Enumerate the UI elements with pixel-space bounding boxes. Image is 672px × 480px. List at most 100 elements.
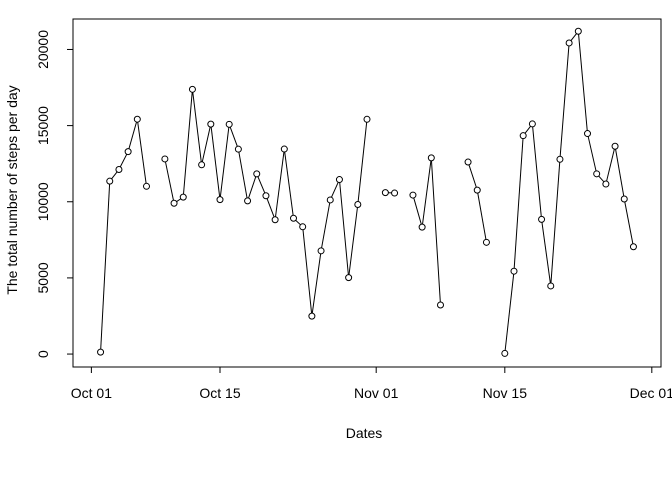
data-point <box>602 180 610 188</box>
series-segment <box>302 226 313 317</box>
data-point <box>418 223 426 231</box>
y-tick-label: 10000 <box>35 182 51 221</box>
series-segment <box>219 124 230 200</box>
data-point <box>244 197 252 205</box>
data-point <box>271 216 279 224</box>
data-point <box>556 155 564 163</box>
data-point <box>216 196 224 204</box>
data-point <box>482 238 490 246</box>
data-point <box>345 274 353 282</box>
series-segment <box>541 219 552 287</box>
data-point <box>97 348 105 356</box>
data-point <box>253 170 261 178</box>
data-point <box>106 177 114 185</box>
x-tick-label: Oct 01 <box>71 385 112 401</box>
data-point <box>464 158 472 166</box>
series-segment <box>531 123 543 220</box>
data-point <box>354 201 362 209</box>
series-segment <box>210 124 221 200</box>
series-segment <box>421 157 432 228</box>
y-tick-label: 5000 <box>35 262 51 293</box>
data-point <box>584 130 591 138</box>
data-point <box>528 120 536 128</box>
data-point <box>593 170 601 178</box>
data-point <box>299 223 307 231</box>
data-point <box>409 191 417 199</box>
series-segment <box>127 119 138 152</box>
data-point <box>207 120 215 128</box>
series-segment <box>357 119 368 205</box>
series-segment <box>412 194 423 228</box>
series-segment <box>559 42 570 160</box>
data-point <box>290 214 297 222</box>
data-point <box>473 186 481 194</box>
data-point <box>510 267 518 275</box>
series-segment <box>476 190 487 243</box>
series-segment <box>320 199 331 251</box>
data-point <box>547 282 555 290</box>
x-tick-label: Oct 15 <box>199 385 240 401</box>
data-point <box>381 189 389 197</box>
x-axis-label: Dates <box>346 425 383 441</box>
data-point <box>574 27 582 35</box>
data-point <box>179 193 187 201</box>
data-point <box>170 199 178 207</box>
series-segment <box>311 250 322 317</box>
series-segment <box>430 157 441 306</box>
series-segment <box>191 89 203 165</box>
y-tick-label: 15000 <box>35 106 51 145</box>
data-point <box>629 243 637 251</box>
data-point <box>335 176 343 184</box>
x-tick-label: Nov 15 <box>483 385 528 401</box>
data-point <box>363 115 371 123</box>
series-segment <box>504 271 515 354</box>
data-point <box>538 215 546 223</box>
data-point <box>124 148 132 156</box>
x-tick-label: Dec 01 <box>630 385 672 401</box>
series-segment <box>577 31 588 134</box>
data-point <box>391 189 399 197</box>
series-segment <box>201 124 212 165</box>
data-point <box>161 155 169 163</box>
x-tick-label: Nov 01 <box>354 385 399 401</box>
data-point <box>611 142 619 150</box>
data-point <box>198 161 206 169</box>
series-segment <box>467 161 478 191</box>
series-layer <box>97 27 637 357</box>
series-segment <box>550 159 561 286</box>
series-segment <box>256 173 267 196</box>
data-point <box>501 349 509 357</box>
series-segment <box>329 179 340 201</box>
data-point <box>234 145 242 153</box>
data-point <box>565 39 573 47</box>
series-segment <box>587 133 598 174</box>
data-point <box>326 196 334 204</box>
series-segment <box>348 204 359 278</box>
series-segment <box>100 181 111 353</box>
data-point <box>427 154 435 162</box>
data-point <box>280 145 288 153</box>
series-segment <box>164 158 175 204</box>
data-point <box>188 85 196 93</box>
data-point <box>115 166 123 174</box>
series-segment <box>237 149 249 201</box>
data-point <box>143 182 150 190</box>
series-segment <box>136 119 147 187</box>
plot-frame <box>72 18 662 368</box>
y-axis-label: The total number of steps per day <box>4 85 20 294</box>
data-point <box>620 195 628 203</box>
data-point <box>133 115 141 123</box>
series-segment <box>605 146 616 185</box>
data-point <box>519 132 527 140</box>
series-segment <box>247 173 258 202</box>
series-segment <box>338 179 350 278</box>
y-tick-label: 20000 <box>35 30 51 69</box>
data-point <box>225 120 233 128</box>
data-point <box>317 247 325 255</box>
series-segment <box>182 89 193 198</box>
series-segment <box>513 135 524 272</box>
data-point <box>308 312 316 320</box>
series-segment <box>265 195 276 220</box>
data-point <box>437 301 444 309</box>
